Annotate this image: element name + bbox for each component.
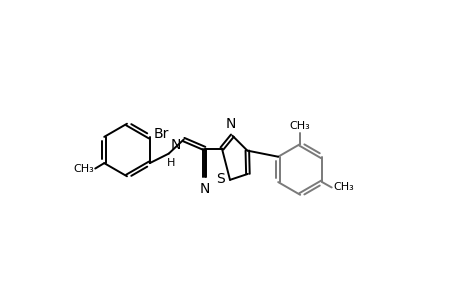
Text: N: N [199, 182, 209, 196]
Text: N: N [225, 117, 235, 131]
Text: CH₃: CH₃ [73, 164, 94, 173]
Text: CH₃: CH₃ [289, 121, 310, 131]
Text: H: H [167, 158, 175, 168]
Text: Br: Br [153, 128, 168, 142]
Text: CH₃: CH₃ [332, 182, 353, 193]
Text: S: S [215, 172, 224, 186]
Text: N: N [170, 138, 180, 152]
